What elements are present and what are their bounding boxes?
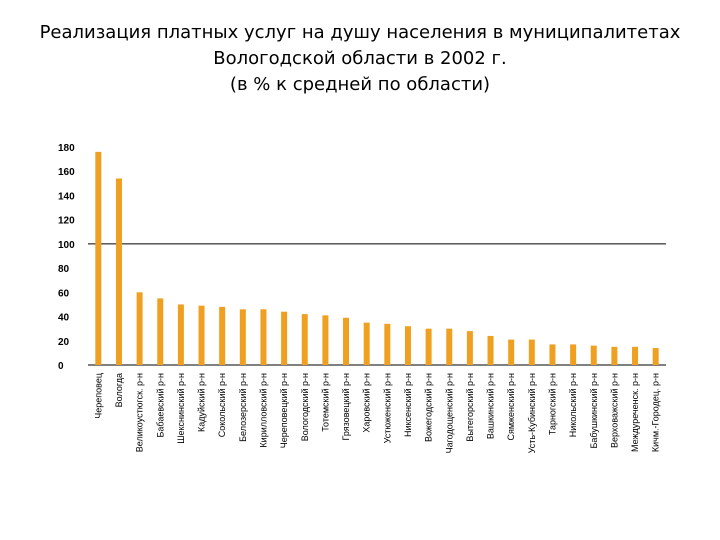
title-line-3: (в % к средней по области) bbox=[229, 74, 491, 95]
bar bbox=[363, 322, 370, 365]
x-category-label: Вологда bbox=[114, 373, 124, 407]
y-tick-label: 180 bbox=[58, 143, 75, 154]
y-tick-label: 140 bbox=[58, 191, 75, 202]
bar bbox=[652, 348, 659, 365]
x-category-label: Бабушкинский р-н bbox=[589, 373, 599, 449]
x-category-label: Харовский р-н bbox=[362, 373, 372, 433]
bar bbox=[260, 309, 267, 365]
x-category-label: Череповецкий р-н bbox=[279, 373, 289, 448]
x-category-label: Вожегодский р-н bbox=[424, 373, 434, 442]
y-tick-label: 0 bbox=[58, 361, 64, 372]
x-category-label: Междуреченск. р-н bbox=[630, 373, 640, 452]
bar bbox=[549, 344, 556, 365]
x-category-label: Никсенский р-н bbox=[403, 373, 413, 437]
y-tick-label: 40 bbox=[58, 313, 70, 324]
y-tick-label: 160 bbox=[58, 167, 75, 178]
x-category-label: Вологодский р-н bbox=[300, 373, 310, 441]
bar bbox=[611, 346, 618, 365]
y-tick-label: 120 bbox=[58, 216, 75, 227]
x-category-label: Вытегорский р-н bbox=[465, 373, 475, 442]
x-category-label: Сокольский р-н bbox=[217, 373, 227, 437]
x-category-label: Тарногский р-н bbox=[547, 373, 557, 435]
bar bbox=[425, 328, 432, 365]
x-category-label: Никольский р-н bbox=[568, 373, 578, 437]
bar bbox=[115, 178, 122, 365]
x-category-label: Великоустюгск. р-н bbox=[135, 373, 145, 452]
x-category-label: Чагодощенский р-н bbox=[444, 373, 454, 453]
x-category-label: Сямженский р-н bbox=[506, 373, 516, 441]
x-category-label: Шекснинский р-н bbox=[176, 373, 186, 444]
bar bbox=[528, 339, 535, 365]
bar bbox=[219, 306, 226, 365]
bar bbox=[446, 328, 453, 365]
y-tick-label: 100 bbox=[58, 240, 75, 251]
y-tick-label: 60 bbox=[58, 288, 70, 299]
bar bbox=[466, 331, 473, 365]
bar bbox=[384, 323, 391, 365]
bar bbox=[301, 314, 308, 365]
bar bbox=[632, 346, 639, 365]
x-category-label: Грязовецкий р-н bbox=[341, 373, 351, 441]
x-category-label: Череповец bbox=[93, 373, 103, 419]
bar bbox=[487, 335, 494, 365]
bar bbox=[590, 345, 597, 365]
bar bbox=[343, 317, 350, 365]
bar bbox=[281, 311, 288, 365]
title-line-2: Вологодской области в 2002 г. bbox=[213, 48, 507, 69]
x-category-label: Усть-Кубинский р-н bbox=[527, 373, 537, 453]
bar bbox=[404, 326, 411, 365]
x-category-label: Верховажский р-н bbox=[609, 373, 619, 448]
x-category-label: Белозерский р-н bbox=[238, 373, 248, 442]
chart-title: Реализация платных услуг на душу населен… bbox=[0, 20, 720, 98]
y-tick-label: 20 bbox=[58, 337, 70, 348]
x-category-label: Тотемский р-н bbox=[320, 373, 330, 432]
bar bbox=[198, 305, 205, 365]
x-category-label: Кичм.-Городец. р-н bbox=[651, 373, 661, 452]
bar bbox=[570, 344, 577, 365]
bar bbox=[508, 339, 515, 365]
x-category-label: Кадуйский р-н bbox=[197, 373, 207, 432]
bar bbox=[136, 292, 143, 365]
bar bbox=[177, 304, 184, 365]
x-category-label: Бабаевский р-н bbox=[155, 373, 165, 438]
y-tick-label: 80 bbox=[58, 264, 70, 275]
x-category-label: Устюженский р-н bbox=[382, 373, 392, 443]
bar bbox=[239, 309, 246, 365]
bar bbox=[157, 298, 164, 365]
x-category-label: Вашкинский р-н bbox=[486, 373, 496, 439]
title-line-1: Реализация платных услуг на душу населен… bbox=[39, 22, 681, 43]
x-category-label: Кирилловский р-н bbox=[258, 373, 268, 448]
bar bbox=[95, 151, 102, 365]
bar bbox=[322, 315, 329, 365]
